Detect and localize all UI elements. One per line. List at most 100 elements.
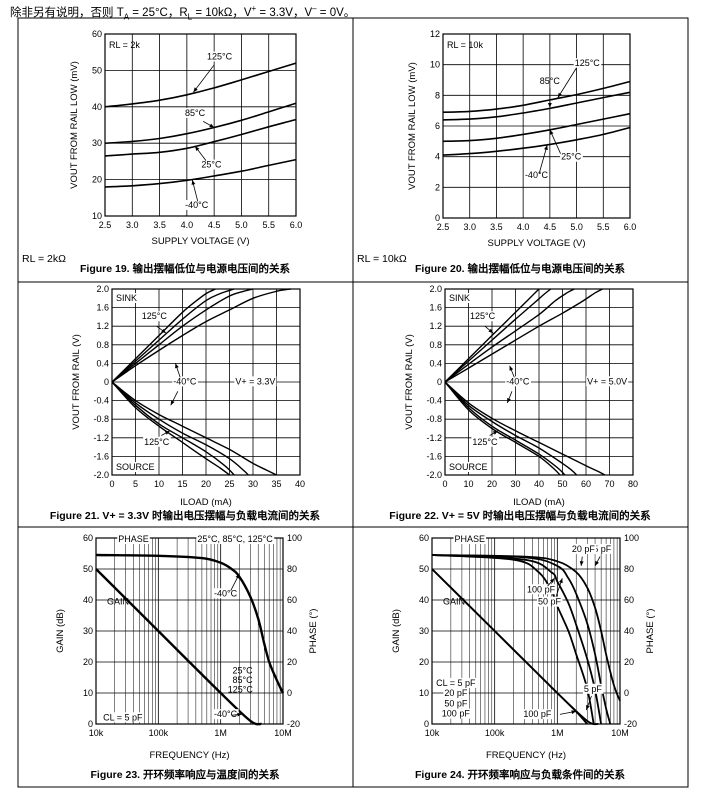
arrow-head	[557, 92, 562, 98]
sink-label: SINK	[449, 293, 470, 303]
x-tick-label: 5.5	[597, 222, 610, 232]
y-tick-label: -0.8	[93, 414, 109, 424]
temp-label: 125°C	[472, 437, 498, 447]
x-tick-label: 0	[442, 479, 447, 489]
y-tick-label: 30	[92, 138, 102, 148]
series-line	[111, 288, 235, 383]
series-line	[431, 554, 612, 725]
x-tick-label: 30	[510, 479, 520, 489]
series-line	[111, 288, 216, 383]
y-axis-label: VOUT FROM RAIL LOW (mV)	[69, 61, 80, 189]
label-background	[206, 51, 234, 62]
series-line	[442, 80, 631, 113]
x-tick-label: 10M	[274, 728, 292, 738]
series-line	[104, 158, 297, 188]
x-tick-label: 60	[581, 479, 591, 489]
y-tick-label: 10	[92, 211, 102, 221]
plot-frame	[431, 537, 621, 725]
y2-tick-label: 40	[287, 626, 297, 636]
chart-title: RL = 2k	[109, 40, 140, 50]
x-tick-label: 2.5	[99, 220, 112, 230]
x-tick-label: 1M	[551, 728, 564, 738]
load-label: 100 pF	[527, 584, 556, 594]
temp-label: 85°C	[233, 675, 254, 685]
temp-label: -40°C	[173, 376, 197, 386]
y-tick-label: 40	[83, 595, 93, 605]
arrow-head	[209, 123, 215, 128]
y2-tick-label: 100	[624, 533, 639, 543]
y-tick-label: 0	[104, 377, 109, 387]
arrow-head	[237, 712, 243, 717]
series-line	[444, 381, 606, 476]
y2-tick-label: -20	[624, 719, 637, 729]
y-tick-label: 10	[430, 60, 440, 70]
y2-axis-label: PHASE (°)	[308, 609, 319, 654]
y-tick-label: 6	[435, 121, 440, 131]
temp-label: 125°C	[228, 685, 254, 695]
y-axis-label: VOUT FROM RAIL (V)	[404, 334, 415, 430]
label-background	[471, 436, 500, 447]
y-tick-label: 8	[435, 90, 440, 100]
x-tick-label: 1M	[214, 728, 227, 738]
x-tick-label: 10M	[611, 728, 629, 738]
label-background	[196, 534, 275, 545]
label-background	[143, 436, 171, 447]
y2-tick-label: 20	[287, 657, 297, 667]
series-line	[95, 553, 285, 694]
x-tick-label: 80	[628, 479, 638, 489]
cl-list-label: 50 pF	[444, 698, 468, 708]
figure-caption: Figure 24. 开环频率响应与负载条件间的关系	[415, 768, 626, 781]
temp-label: 125°C	[144, 437, 170, 447]
series-line	[444, 288, 552, 383]
series-line	[444, 381, 578, 476]
label-background	[505, 376, 531, 387]
cell-note: RL = 2kΩ	[22, 253, 66, 265]
arrow-head	[549, 578, 555, 584]
y-tick-label: 0	[88, 719, 93, 729]
x-tick-label: 4.5	[208, 220, 221, 230]
series-line	[431, 568, 588, 725]
label-background	[536, 596, 563, 607]
cl-list-label: 20 pF	[444, 688, 468, 698]
series-label: 125°C	[207, 51, 233, 61]
annotation-arrow	[557, 67, 577, 98]
label-background	[592, 543, 613, 554]
source-label: SOURCE	[116, 462, 155, 472]
cell-note: RL = 10kΩ	[357, 253, 407, 265]
arrow-head	[235, 573, 240, 579]
series-line	[442, 126, 631, 156]
arrow-head	[579, 561, 584, 566]
arrow-head	[547, 102, 552, 108]
label-background	[469, 311, 497, 322]
x-tick-label: 3.0	[126, 220, 139, 230]
x-tick-label: 5	[133, 479, 138, 489]
x-tick-label: 40	[295, 479, 305, 489]
load-label: 20 pF	[572, 544, 596, 554]
series-line	[442, 91, 631, 121]
arrow-head	[558, 578, 563, 584]
y-tick-label: -0.8	[426, 414, 442, 424]
y-axis-label: VOUT FROM RAIL LOW (mV)	[407, 62, 418, 190]
x-tick-label: 3.5	[490, 222, 503, 232]
y-tick-label: -1.2	[93, 433, 109, 443]
y-tick-label: 60	[83, 533, 93, 543]
arrow-head	[161, 328, 167, 334]
temp-label: 125°C	[142, 311, 168, 321]
x-tick-label: 4.5	[544, 222, 557, 232]
y-tick-label: 0.4	[429, 358, 442, 368]
label-background	[172, 376, 198, 387]
y2-tick-label: 60	[287, 595, 297, 605]
arrow-head	[549, 129, 554, 135]
y-tick-label: 0	[424, 719, 429, 729]
label-background	[443, 698, 469, 709]
x-tick-label: 6.0	[290, 220, 303, 230]
series-line	[111, 381, 249, 476]
y-tick-label: 1.2	[429, 321, 442, 331]
label-background	[435, 677, 478, 688]
label-background	[213, 588, 239, 599]
series-line	[111, 288, 254, 383]
x-tick-label: 10	[463, 479, 473, 489]
y-tick-label: -0.4	[93, 396, 109, 406]
y-tick-label: -1.6	[93, 451, 109, 461]
y2-tick-label: 80	[287, 564, 297, 574]
